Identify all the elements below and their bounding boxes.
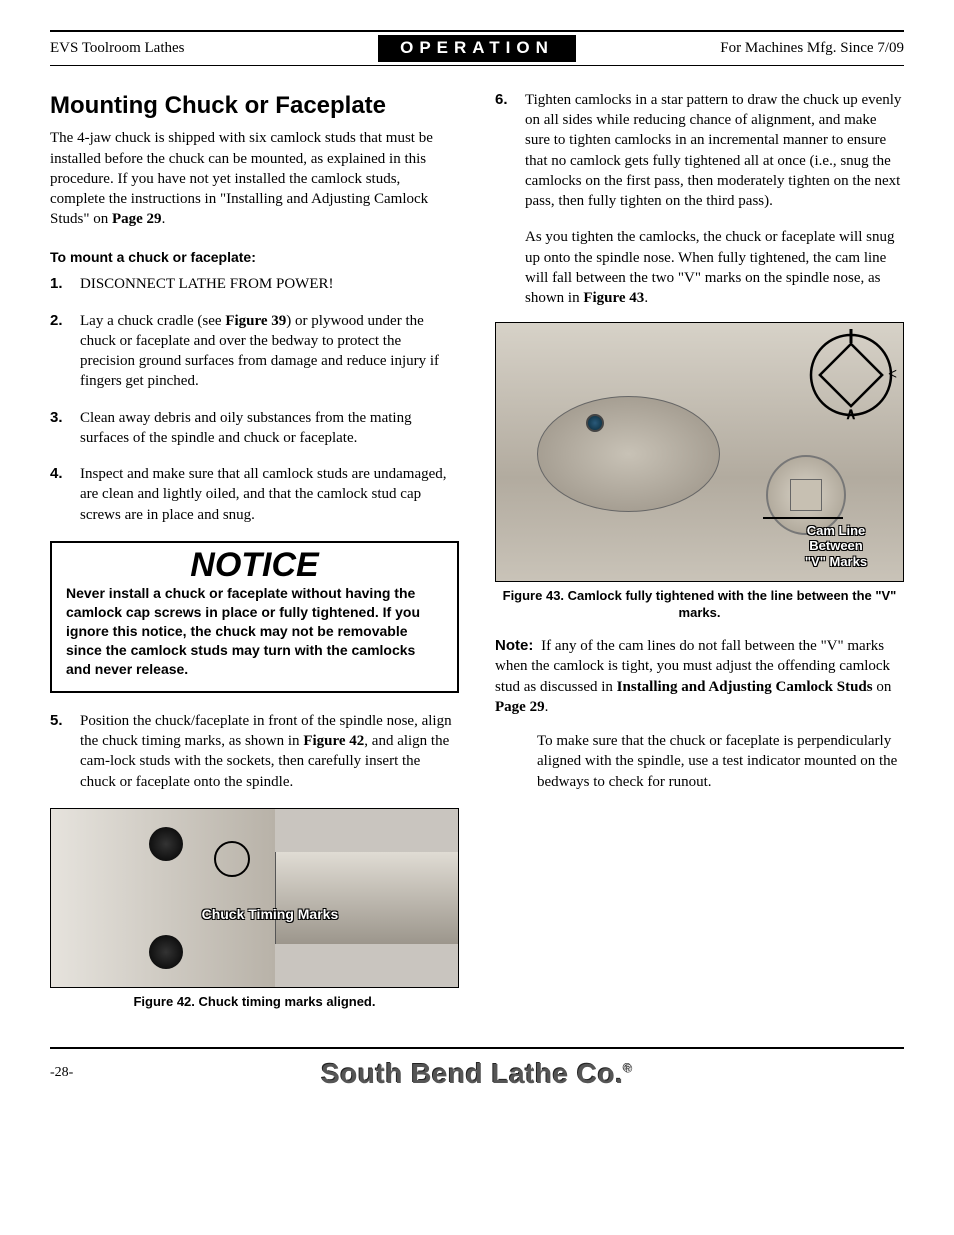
step-text: Inspect and make sure that all camlock s… — [80, 464, 459, 525]
steps-list: 1. DISCONNECT LATHE FROM POWER! 2. Lay a… — [50, 274, 459, 525]
figure-42-caption: Figure 42. Chuck timing marks aligned. — [50, 994, 459, 1011]
step-6: 6. Tighten camlocks in a star pattern to… — [495, 90, 904, 212]
step-text: Tighten camlocks in a star pattern to dr… — [525, 90, 904, 212]
figure-43-image: < ∧ Cam Line Between "V" Marks — [495, 322, 904, 582]
note-label: Note: — [495, 637, 533, 654]
intro-paragraph: The 4-jaw chuck is shipped with six caml… — [50, 128, 459, 229]
notice-title: NOTICE — [66, 547, 443, 584]
figure-43-label: Cam Line Between "V" Marks — [781, 523, 891, 570]
figure-42-label: Chuck Timing Marks — [202, 905, 339, 924]
step-number: 5. — [50, 711, 80, 792]
step-text: Position the chuck/faceplate in front of… — [80, 711, 459, 792]
header-left: EVS Toolroom Lathes — [50, 38, 378, 58]
footer-brand: South Bend Lathe Co.® — [110, 1055, 844, 1093]
intro-page-ref: Page 29 — [112, 211, 162, 227]
note-ref-2: Page 29 — [495, 699, 545, 715]
page-header: EVS Toolroom Lathes OPERATION For Machin… — [50, 30, 904, 66]
intro-tail: . — [162, 211, 166, 227]
note-para-2: To make sure that the chuck or faceplate… — [537, 731, 904, 792]
steps-list-cont: 5. Position the chuck/faceplate in front… — [50, 711, 459, 792]
timing-mark-circle-icon — [214, 841, 250, 877]
step-2: 2. Lay a chuck cradle (see Figure 39) or… — [50, 311, 459, 392]
step-4: 4. Inspect and make sure that all camloc… — [50, 464, 459, 525]
figure-43-caption: Figure 43. Camlock fully tightened with … — [495, 588, 904, 622]
header-banner: OPERATION — [378, 35, 576, 62]
notice-body: Never install a chuck or faceplate witho… — [66, 584, 443, 678]
section-title: Mounting Chuck or Faceplate — [50, 90, 459, 122]
figure-42-image: Chuck Timing Marks — [50, 808, 459, 988]
figure-43: < ∧ Cam Line Between "V" Marks Figure 43… — [495, 322, 904, 622]
intro-text: The 4-jaw chuck is shipped with six caml… — [50, 130, 433, 227]
fig-ref: Figure 42 — [303, 733, 364, 749]
steps-list-right: 6. Tighten camlocks in a star pattern to… — [495, 90, 904, 212]
step-text: Clean away debris and oily substances fr… — [80, 408, 459, 449]
step-text: DISCONNECT LATHE FROM POWER! — [80, 274, 459, 294]
step-number: 6. — [495, 90, 525, 212]
v-mark-diagram-icon: < ∧ — [805, 329, 897, 421]
step-3: 3. Clean away debris and oily substances… — [50, 408, 459, 449]
step-5: 5. Position the chuck/faceplate in front… — [50, 711, 459, 792]
right-column: 6. Tighten camlocks in a star pattern to… — [495, 90, 904, 1011]
fig-ref: Figure 43 — [583, 290, 644, 306]
page-footer: -28- South Bend Lathe Co.® — [50, 1047, 904, 1093]
note-block: Note: If any of the cam lines do not fal… — [495, 636, 904, 792]
svg-text:<: < — [888, 366, 897, 383]
step-number: 1. — [50, 274, 80, 294]
fig-ref: Figure 39 — [225, 313, 286, 329]
step-number: 2. — [50, 311, 80, 392]
note-ref-1: Installing and Adjusting Camlock Studs — [617, 679, 873, 695]
page-number: -28- — [50, 1064, 110, 1083]
svg-text:∧: ∧ — [845, 406, 857, 421]
step-number: 3. — [50, 408, 80, 449]
step-6-continued: As you tighten the camlocks, the chuck o… — [525, 227, 904, 308]
step-1: 1. DISCONNECT LATHE FROM POWER! — [50, 274, 459, 294]
notice-box: NOTICE Never install a chuck or faceplat… — [50, 541, 459, 693]
content-columns: Mounting Chuck or Faceplate The 4-jaw ch… — [50, 90, 904, 1011]
left-column: Mounting Chuck or Faceplate The 4-jaw ch… — [50, 90, 459, 1011]
registered-icon: ® — [624, 1061, 633, 1075]
step-text: Lay a chuck cradle (see Figure 39) or pl… — [80, 311, 459, 392]
procedure-subhead: To mount a chuck or faceplate: — [50, 248, 459, 267]
step-number: 4. — [50, 464, 80, 525]
figure-42: Chuck Timing Marks Figure 42. Chuck timi… — [50, 808, 459, 1011]
header-right: For Machines Mfg. Since 7/09 — [576, 38, 904, 58]
